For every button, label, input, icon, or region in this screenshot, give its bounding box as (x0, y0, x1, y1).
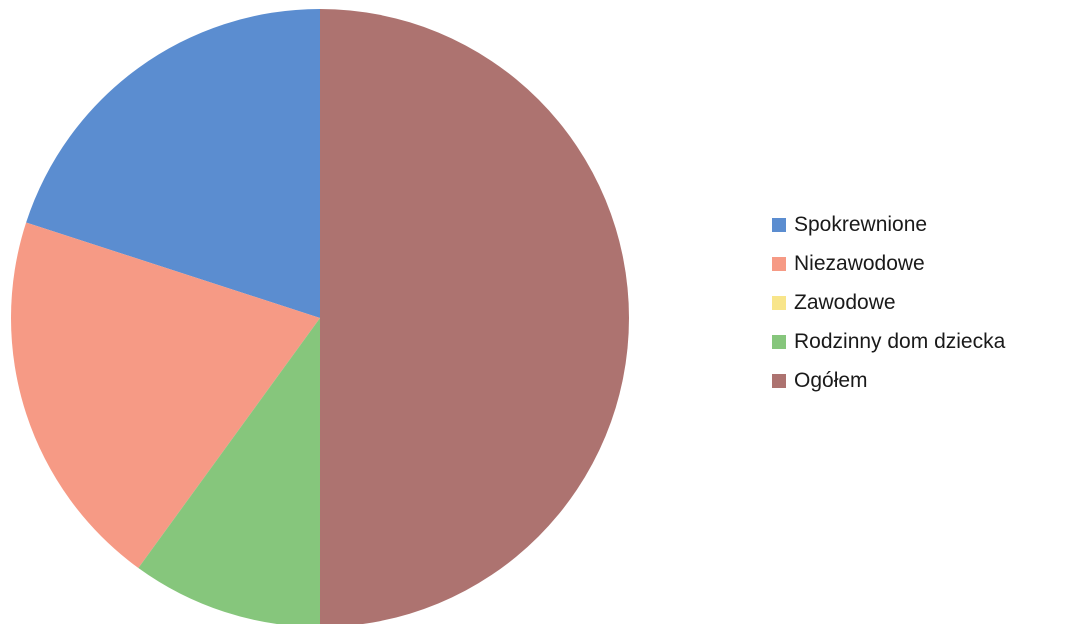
legend-label: Zawodowe (794, 290, 896, 314)
legend-label: Spokrewnione (794, 212, 928, 236)
pie-slice-spokrewnione (26, 9, 321, 318)
legend-item-niezawodowe: Niezawodowe (772, 244, 1005, 283)
chart-legend: Spokrewnione Niezawodowe Zawodowe Rodzin… (772, 205, 1005, 400)
legend-swatch (772, 295, 786, 310)
legend-swatch (772, 256, 786, 271)
legend-swatch (772, 373, 786, 388)
pie-slice-rodzinny-dom-dziecka (138, 318, 320, 624)
legend-label: Ogółem (794, 368, 868, 392)
legend-item-ogolem: Ogółem (772, 361, 1005, 400)
legend-label: Rodzinny dom dziecka (794, 329, 1006, 353)
legend-item-rodzinny-dom-dziecka: Rodzinny dom dziecka (772, 322, 1005, 361)
legend-item-zawodowe: Zawodowe (772, 283, 1005, 322)
legend-item-spokrewnione: Spokrewnione (772, 205, 1005, 244)
legend-swatch (772, 217, 786, 232)
legend-label: Niezawodowe (794, 251, 925, 275)
pie-slice-ogolem (320, 9, 629, 624)
pie-chart (10, 9, 629, 624)
pie-slice-niezawodowe (10, 222, 321, 568)
legend-swatch (772, 334, 786, 349)
